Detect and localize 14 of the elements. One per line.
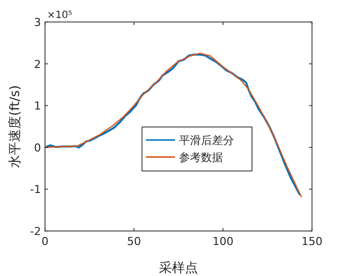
y-axis-title: 水平速度(ft/s) (7, 85, 23, 168)
x-axis-title: 采样点 (159, 261, 198, 276)
y-tick-label: -2 (30, 225, 41, 238)
y-tick-label: 3 (34, 16, 41, 29)
x-tick-label: 150 (302, 235, 322, 248)
text: ×10⁵ (47, 10, 72, 21)
x-tick-label: 100 (212, 235, 234, 248)
y-tick-label: 0 (34, 141, 41, 154)
legend-label: 参考数据 (179, 151, 223, 164)
y-tick-label: 1 (34, 100, 41, 113)
y-tick-label: -1 (30, 183, 41, 196)
y-tick-label: 2 (34, 58, 41, 71)
legend-label: 平滑后差分 (179, 134, 234, 147)
x-tick-label: 50 (127, 235, 141, 248)
